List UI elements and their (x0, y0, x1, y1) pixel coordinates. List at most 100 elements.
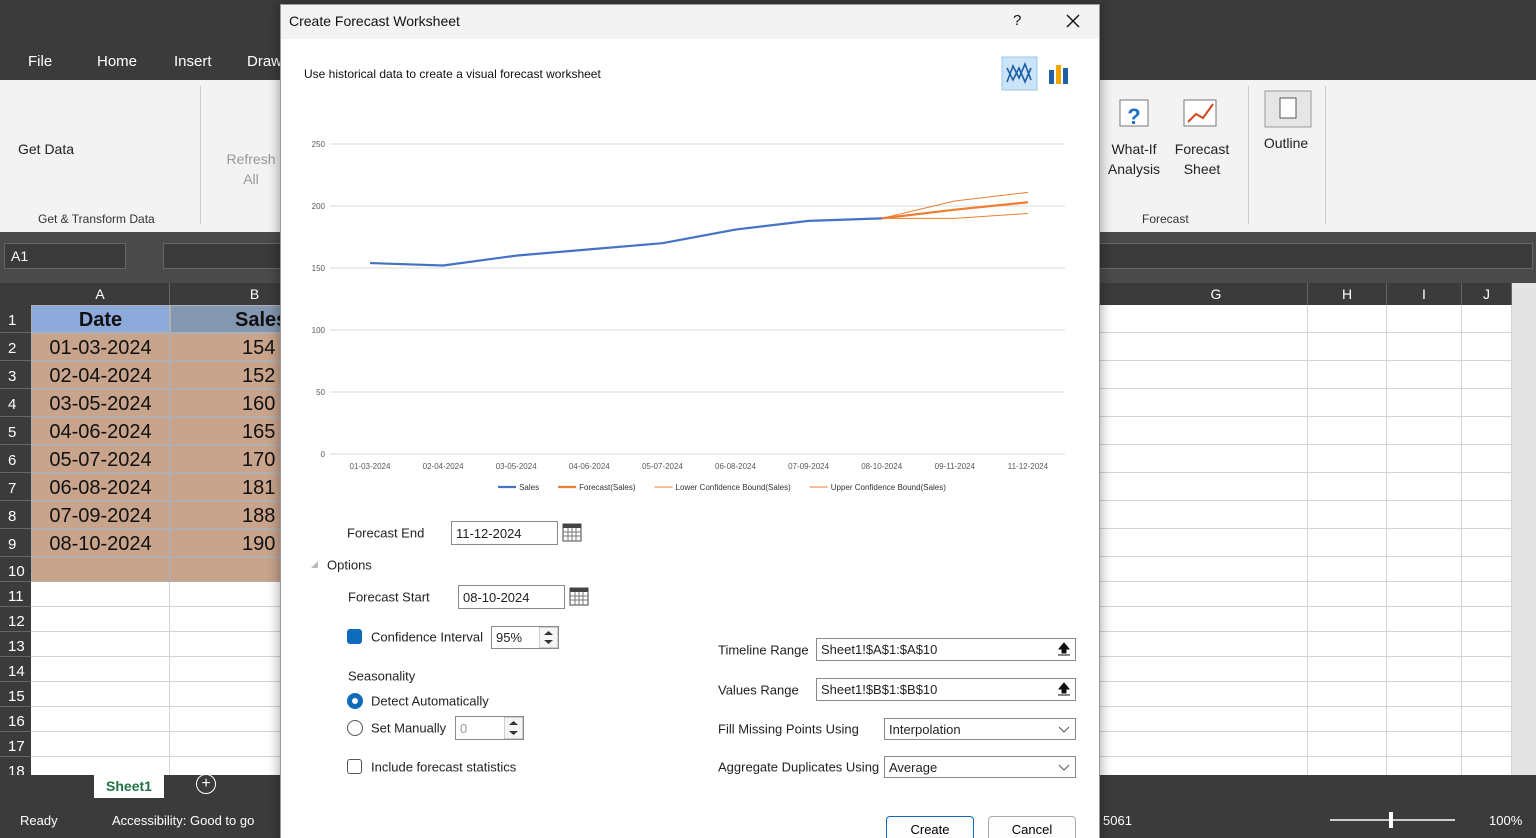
zoom-level[interactable]: 100% (1489, 813, 1523, 828)
ribbon-button[interactable]: Refresh All (226, 151, 276, 187)
cell (31, 557, 170, 582)
dialog-title: Create Forecast Worksheet (289, 13, 460, 29)
x-tick-label: 06-08-2024 (715, 462, 756, 471)
column-header: J (1462, 283, 1512, 305)
create-button[interactable]: Create (886, 816, 974, 838)
calendar-button[interactable] (569, 586, 590, 607)
tab[interactable]: Draw (247, 53, 283, 70)
status-accessibility[interactable]: Accessibility: Good to go (112, 813, 255, 828)
column-line (1461, 305, 1462, 775)
row-header: 5 (0, 417, 31, 445)
outline-icon (1264, 90, 1312, 128)
x-tick-label: 02-04-2024 (423, 462, 464, 471)
dialog-title-bar (281, 5, 1099, 39)
stats-checkbox[interactable] (347, 759, 362, 774)
fill-select[interactable]: Interpolation (884, 718, 1076, 740)
separator (1248, 86, 1249, 224)
ribbon-button[interactable]: Forecast Sheet (1174, 141, 1230, 177)
help-button[interactable]: ? (1013, 12, 1022, 29)
row-header: 13 (0, 632, 31, 657)
radio-detect[interactable] (347, 693, 363, 709)
confidence-label[interactable]: Confidence Interval (371, 629, 484, 645)
x-tick-label: 04-06-2024 (569, 462, 610, 471)
cell: 04-06-2024 (31, 417, 170, 445)
timeline-input[interactable]: Sheet1!$A$1:$A$10 (816, 638, 1076, 661)
spinner[interactable] (504, 717, 523, 739)
y-tick-label: 200 (312, 202, 326, 211)
x-tick-label: 08-10-2024 (861, 462, 902, 471)
status-count: 5061 (1103, 813, 1132, 828)
series-line (881, 191, 1028, 219)
ribbon-button[interactable]: Get Data (17, 141, 75, 157)
legend-label: Forecast(Sales) (579, 483, 636, 492)
cell: 02-04-2024 (31, 361, 170, 389)
x-tick-label: 01-03-2024 (350, 462, 391, 471)
row-header: 12 (0, 607, 31, 632)
x-tick-label: 11-12-2024 (1008, 462, 1049, 471)
chart-type-toggle[interactable] (1001, 56, 1075, 92)
row-header: 1 (0, 305, 31, 333)
options-toggle[interactable] (310, 560, 320, 570)
group-label: Get & Transform Data (38, 212, 155, 226)
row-header: 11 (0, 582, 31, 607)
legend-label: Upper Confidence Bound(Sales) (831, 483, 947, 492)
cell: 01-03-2024 (31, 333, 170, 361)
series-line (369, 217, 882, 267)
series-line (881, 212, 1028, 219)
column-header: I (1387, 283, 1462, 305)
forecast-start-input[interactable]: 08-10-2024 (458, 585, 565, 609)
calendar-button[interactable] (562, 522, 583, 543)
close-button[interactable] (1066, 14, 1080, 28)
aggregate-label: Aggregate Duplicates Using (718, 759, 880, 775)
y-tick-label: 150 (312, 264, 326, 273)
forecast-start-label: Forecast Start (348, 589, 430, 605)
range-buttons[interactable] (1055, 640, 1073, 700)
header-col (0, 283, 31, 775)
y-tick-label: 50 (316, 388, 325, 397)
seasonality-label: Seasonality (348, 668, 416, 684)
legend-label: Lower Confidence Bound(Sales) (676, 483, 792, 492)
separator (200, 86, 201, 224)
values-label: Values Range (718, 682, 799, 698)
row-header: 6 (0, 445, 31, 473)
column-line (1386, 305, 1387, 775)
x-tick-label: 07-09-2024 (788, 462, 829, 471)
name-box[interactable]: A1 (4, 243, 126, 269)
x-tick-label: 05-07-2024 (642, 462, 683, 471)
add-sheet[interactable]: + (196, 774, 216, 794)
options-label[interactable]: Options (327, 557, 372, 573)
forecast-end-input[interactable]: 11-12-2024 (451, 521, 558, 545)
manual-label[interactable]: Set Manually (371, 720, 447, 736)
group-label: Forecast (1142, 212, 1189, 226)
cell: 03-05-2024 (31, 389, 170, 417)
column-header: A (31, 283, 170, 305)
stats-label[interactable]: Include forecast statistics (371, 759, 517, 775)
values-input[interactable]: Sheet1!$B$1:$B$10 (816, 678, 1076, 701)
forecast-chart: 0 50 100 150 200 250 01-03-2024 02-04-2024 03-05… (312, 140, 1065, 492)
row-header: 15 (0, 682, 31, 707)
sheet-tab[interactable]: Sheet1 (94, 775, 164, 798)
tab[interactable]: File (28, 53, 53, 70)
confidence-checkbox[interactable] (347, 629, 362, 644)
row-header: 2 (0, 333, 31, 361)
forecast-end-label: Forecast End (347, 525, 425, 541)
row-header: 14 (0, 657, 31, 682)
cell: 07-09-2024 (31, 501, 170, 529)
spinner[interactable] (539, 627, 558, 648)
detect-label[interactable]: Detect Automatically (371, 693, 489, 709)
ribbon-button[interactable]: What-If Analysis (1107, 141, 1161, 177)
tab[interactable]: Insert (174, 53, 212, 70)
aggregate-select[interactable]: Average (884, 756, 1076, 778)
x-tick-label: 09-11-2024 (935, 462, 976, 471)
cancel-button[interactable]: Cancel (988, 816, 1076, 838)
scrollbar[interactable] (1512, 283, 1536, 775)
ribbon-button[interactable]: Outline (1263, 135, 1309, 151)
tab[interactable]: Home (97, 53, 138, 70)
zoom-thumb[interactable] (1389, 812, 1393, 828)
row-header: 9 (0, 529, 31, 557)
radio-manual[interactable] (347, 720, 363, 736)
dropdown-arrows[interactable] (1056, 722, 1072, 774)
status-ready: Ready (20, 813, 58, 828)
column-header: H (1308, 283, 1387, 305)
ribbon-icons: ? (1119, 99, 1217, 129)
